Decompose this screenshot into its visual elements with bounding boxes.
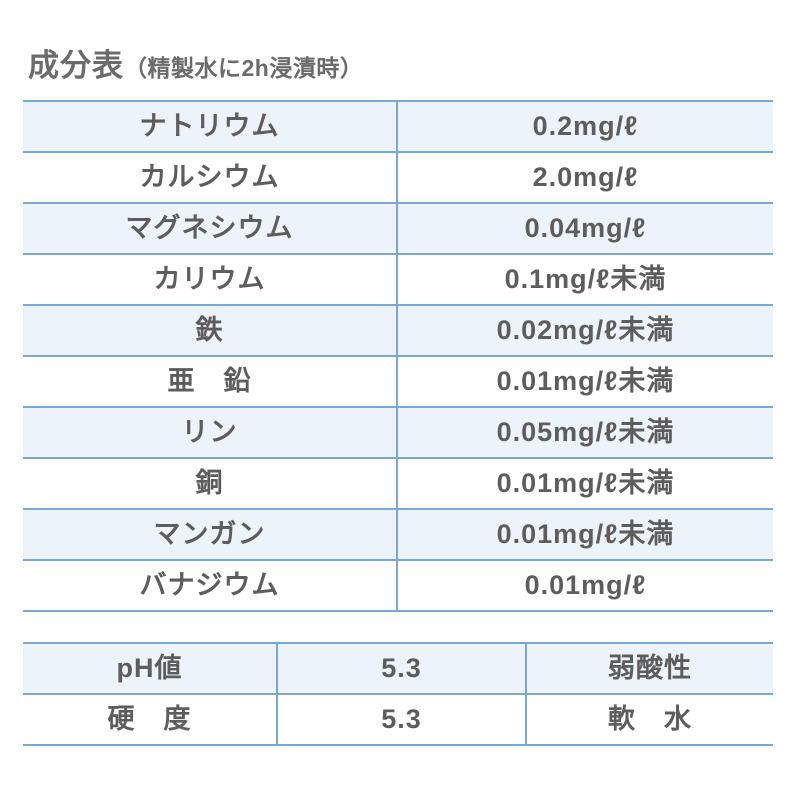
title-note: （精製水に2h浸漬時） — [124, 55, 364, 81]
component-name-cell: リン — [23, 408, 398, 457]
property-row: pH値 5.3 弱酸性 — [23, 644, 773, 695]
table-row: マンガン 0.01mg/ℓ未満 — [23, 510, 773, 561]
component-name-cell: カルシウム — [23, 153, 398, 202]
property-note-cell: 軟 水 — [608, 704, 692, 734]
component-value-cell: 0.1mg/ℓ未満 — [504, 264, 667, 294]
table-row: 亜 鉛 0.01mg/ℓ未満 — [23, 357, 773, 408]
table-row: 銅 0.01mg/ℓ未満 — [23, 459, 773, 510]
component-value-cell: 2.0mg/ℓ — [532, 162, 639, 192]
composition-page: 成分表（精製水に2h浸漬時） ナトリウム 0.2mg/ℓ カルシウム 2.0mg… — [0, 46, 800, 800]
property-name-cell: pH値 — [23, 644, 278, 693]
component-name-cell: バナジウム — [23, 561, 398, 610]
property-name-cell: 硬 度 — [23, 695, 278, 744]
composition-table: ナトリウム 0.2mg/ℓ カルシウム 2.0mg/ℓ マグネシウム 0.04m… — [23, 100, 773, 612]
title-main: 成分表 — [28, 48, 124, 83]
component-name-cell: 銅 — [23, 459, 398, 508]
property-note-cell: 弱酸性 — [608, 653, 692, 683]
properties-table: pH値 5.3 弱酸性 硬 度 5.3 軟 水 — [23, 642, 773, 746]
table-row: カリウム 0.1mg/ℓ未満 — [23, 255, 773, 306]
component-value-cell: 0.01mg/ℓ未満 — [496, 366, 675, 396]
component-value-cell: 0.2mg/ℓ — [532, 111, 639, 141]
component-name-cell: マンガン — [23, 510, 398, 559]
property-value-cell: 5.3 — [278, 695, 527, 744]
table-row: リン 0.05mg/ℓ未満 — [23, 408, 773, 459]
table-row: マグネシウム 0.04mg/ℓ — [23, 204, 773, 255]
property-row: 硬 度 5.3 軟 水 — [23, 695, 773, 746]
table-row: カルシウム 2.0mg/ℓ — [23, 153, 773, 204]
component-value-cell: 0.01mg/ℓ — [524, 570, 647, 600]
component-value-cell: 0.01mg/ℓ未満 — [496, 468, 675, 498]
table-row: ナトリウム 0.2mg/ℓ — [23, 102, 773, 153]
component-value-cell: 0.02mg/ℓ未満 — [496, 315, 675, 345]
table-row: バナジウム 0.01mg/ℓ — [23, 561, 773, 612]
component-value-cell: 0.05mg/ℓ未満 — [496, 417, 675, 447]
component-name-cell: ナトリウム — [23, 102, 398, 151]
component-value-cell: 0.04mg/ℓ — [524, 213, 647, 243]
component-name-cell: マグネシウム — [23, 204, 398, 253]
component-name-cell: 亜 鉛 — [23, 357, 398, 406]
page-title: 成分表（精製水に2h浸漬時） — [28, 46, 800, 88]
component-name-cell: 鉄 — [23, 306, 398, 355]
table-row: 鉄 0.02mg/ℓ未満 — [23, 306, 773, 357]
component-name-cell: カリウム — [23, 255, 398, 304]
property-value-cell: 5.3 — [278, 644, 527, 693]
component-value-cell: 0.01mg/ℓ未満 — [496, 519, 675, 549]
